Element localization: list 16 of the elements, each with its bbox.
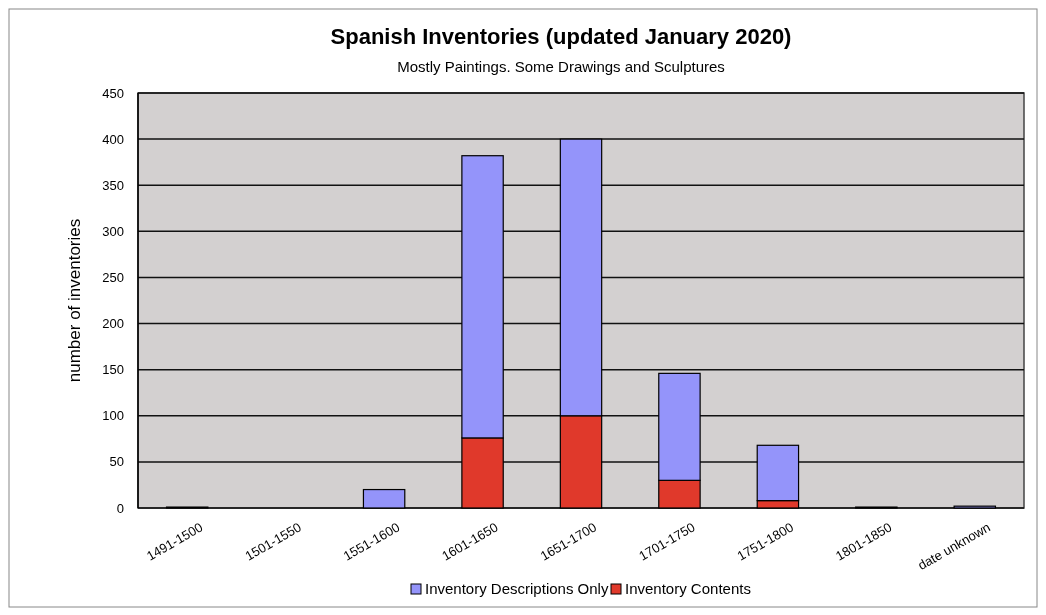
chart-title: Spanish Inventories (updated January 2020) [330, 24, 792, 49]
y-axis-title: number of inventories [65, 218, 84, 383]
y-tick-label: 300 [102, 223, 124, 239]
y-tick-label: 250 [102, 269, 124, 285]
y-tick-label: 50 [109, 454, 124, 470]
y-tick-label: 0 [116, 500, 124, 516]
legend-label: Inventory Contents [625, 580, 751, 597]
y-tick-label: 450 [102, 85, 124, 101]
chart-subtitle: Mostly Paintings. Some Drawings and Sculptures [397, 58, 725, 75]
bar [362, 488, 406, 509]
y-tick-label: 400 [102, 131, 124, 147]
y-tick-label: 350 [102, 177, 124, 193]
y-tick-label: 100 [102, 408, 124, 424]
y-tick-label: 150 [102, 362, 124, 378]
y-tick-label: 200 [102, 316, 124, 332]
legend-label: Inventory Descriptions Only [425, 580, 609, 597]
